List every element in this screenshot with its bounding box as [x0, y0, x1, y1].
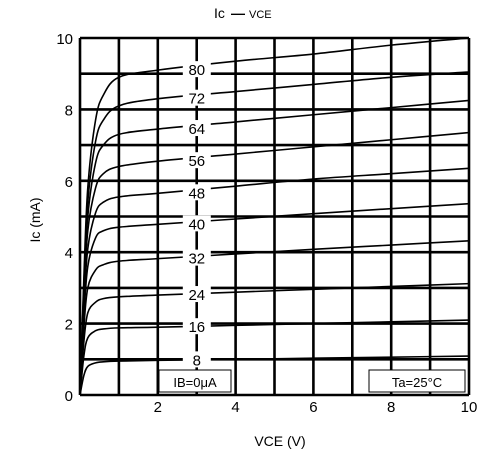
curve-label-ib-8: 8: [193, 352, 201, 369]
curve-label-ib-64: 64: [188, 121, 205, 138]
series-line-ib-16: [79, 319, 470, 396]
temperature-annotation: Ta=25°C: [392, 375, 442, 390]
curve-label-ib-72: 72: [188, 91, 205, 108]
curve-label-ib-56: 56: [188, 153, 205, 170]
curve-label-bg: [182, 184, 211, 201]
curve-label-bg: [182, 152, 211, 169]
y-axis-label: Ic (mA): [27, 197, 43, 242]
y-tick-label: 0: [65, 388, 73, 405]
ib-zero-annotation: IB=0μA: [173, 375, 217, 390]
series-line-ib-40: [79, 202, 470, 396]
x-tick-label: 8: [387, 399, 395, 416]
curve-label-bg: [182, 318, 211, 335]
x-tick-label: 6: [309, 399, 317, 416]
x-tick-label: 4: [231, 399, 239, 416]
series-line-ib-24: [79, 282, 470, 396]
curve-label-bg: [182, 215, 211, 232]
y-tick-label: 8: [65, 102, 73, 119]
curve-label-ib-32: 32: [188, 251, 205, 268]
curve-label-bg: [182, 120, 211, 137]
curve-label-bg: [182, 249, 211, 266]
y-tick-label: 6: [65, 174, 73, 191]
series-line-ib-8: [79, 355, 470, 396]
series-line-ib-32: [79, 239, 470, 396]
x-axis-label: VCE (V): [254, 433, 305, 449]
x-tick-label: 2: [154, 399, 162, 416]
curve-label-ib-40: 40: [188, 216, 205, 233]
curve-label-ib-48: 48: [188, 185, 205, 202]
curve-label-bg: [182, 61, 211, 78]
chart-title-secondary: VCE: [249, 9, 272, 21]
curves: [79, 37, 470, 396]
series-line-ib-80: [79, 37, 470, 396]
curve-label-bg: [182, 89, 211, 106]
curve-label-ib-16: 16: [188, 319, 205, 336]
curve-label-ib-24: 24: [188, 287, 205, 304]
curve-label-ib-80: 80: [188, 62, 205, 79]
chart-title-main: Ic: [214, 5, 225, 21]
curve-labels: 8 16 24 32 40 48 56 64 72 80: [182, 61, 211, 369]
curve-label-bg: [182, 351, 211, 368]
x-tick-label: 10: [461, 399, 478, 416]
temperature-box: [368, 369, 466, 393]
ib-zero-box: [158, 369, 232, 393]
chart-title-dash: —: [231, 5, 245, 21]
curve-label-bg: [182, 286, 211, 303]
y-tick-label: 4: [65, 245, 73, 262]
y-tick-label: 2: [65, 317, 73, 334]
y-tick-label: 10: [56, 31, 73, 48]
